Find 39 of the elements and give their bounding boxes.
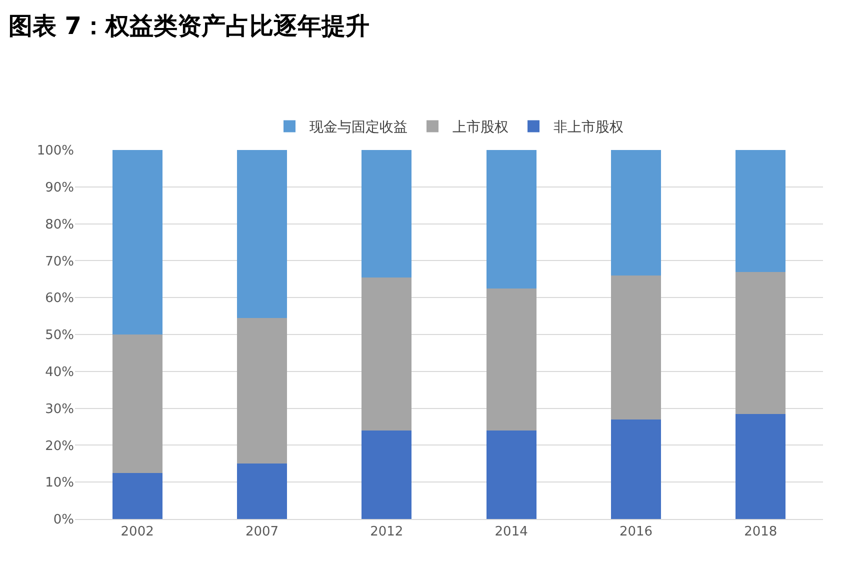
y-tick-label: 0% <box>53 512 74 528</box>
bar <box>362 430 412 519</box>
y-tick-label: 60% <box>45 291 74 306</box>
bar <box>736 414 786 519</box>
bar <box>611 275 661 420</box>
y-tick-label: 10% <box>45 476 74 491</box>
x-tick-label: 2014 <box>494 524 528 540</box>
bar <box>237 150 287 318</box>
y-tick-label: 50% <box>45 328 74 344</box>
bar <box>736 150 786 272</box>
legend-label: 上市股权 <box>452 120 508 136</box>
bar <box>486 150 536 288</box>
chart-title: 图表 7：权益类资产占比逐年提升 <box>8 12 370 40</box>
x-tick-label: 2016 <box>619 524 653 540</box>
y-tick-label: 20% <box>45 438 74 454</box>
bar <box>362 150 412 278</box>
bar <box>112 334 162 473</box>
x-tick-label: 2012 <box>370 524 404 540</box>
x-tick-label: 2018 <box>744 524 778 540</box>
y-tick-label: 80% <box>45 217 74 232</box>
legend-label: 非上市股权 <box>554 120 624 136</box>
y-tick-label: 40% <box>45 364 74 380</box>
bar <box>237 318 287 464</box>
bar <box>112 472 162 519</box>
y-tick-label: 100% <box>36 144 74 159</box>
bar <box>486 430 536 519</box>
x-tick-label: 2002 <box>120 524 154 540</box>
y-tick-label: 70% <box>45 254 74 270</box>
y-tick-label: 90% <box>45 180 74 196</box>
bar <box>736 272 786 414</box>
bar <box>112 150 162 334</box>
bar <box>611 419 661 519</box>
bar <box>611 150 661 276</box>
x-tick-label: 2007 <box>245 524 279 540</box>
bar <box>237 464 287 519</box>
bar <box>486 288 536 430</box>
bar <box>362 277 412 430</box>
legend-label: 现金与固定收益 <box>310 120 408 136</box>
y-tick-label: 30% <box>45 402 74 417</box>
